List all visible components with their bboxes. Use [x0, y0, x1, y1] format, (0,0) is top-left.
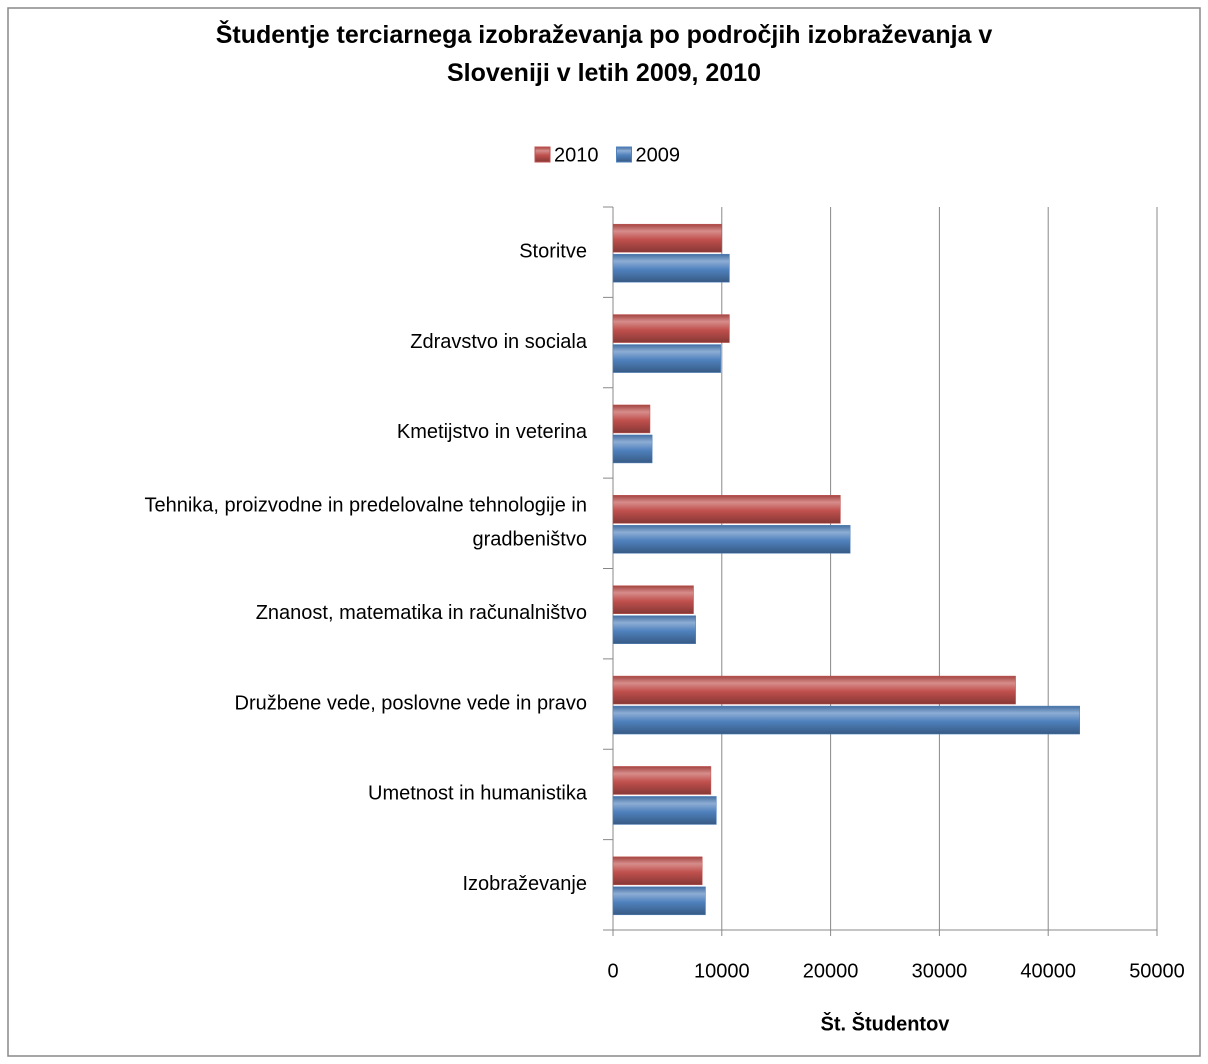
x-tick-label: 0: [607, 960, 618, 982]
chart-title: Študentje terciarnega izobraževanja po p…: [216, 19, 993, 87]
bar: [612, 495, 841, 524]
x-axis-label: Št. Študentov: [821, 1011, 951, 1035]
y-tick-label: Zdravstvo in sociala: [410, 331, 588, 353]
bar: [612, 253, 730, 283]
legend-label: 2009: [636, 144, 681, 166]
x-tick-label: 30000: [912, 960, 968, 982]
y-tick-label: Tehnika, proizvodne in predelovalne tehn…: [144, 495, 587, 551]
bar: [612, 223, 723, 253]
y-tick-label: Kmetijstvo in veterina: [397, 421, 588, 443]
bar: [612, 615, 696, 644]
bar: [612, 886, 706, 916]
bar: [612, 344, 721, 373]
x-tick-label: 20000: [803, 960, 859, 982]
legend-swatch: [534, 146, 551, 163]
bar: [612, 404, 651, 434]
bar: [612, 585, 694, 614]
y-tick-label: Storitve: [519, 240, 587, 262]
legend-swatch: [616, 146, 632, 163]
bar: [612, 856, 703, 886]
bar: [612, 434, 653, 464]
y-tick-label: Družbene vede, poslovne vede in pravo: [235, 692, 587, 714]
bar: [612, 705, 1081, 735]
bar: [612, 314, 730, 343]
x-tick-label: 40000: [1020, 960, 1076, 982]
y-tick-label: Izobraževanje: [462, 873, 587, 895]
bar: [612, 525, 851, 554]
bar: [612, 766, 712, 795]
chart-frame: [7, 7, 1201, 1057]
x-tick-label: 10000: [694, 960, 750, 982]
y-tick-label: Znanost, matematika in računalništvo: [256, 602, 587, 624]
y-tick-label: Umetnost in humanistika: [368, 783, 588, 805]
legend-label: 2010: [554, 144, 599, 166]
x-tick-label: 50000: [1129, 960, 1185, 982]
bar: [612, 675, 1016, 705]
bar: [612, 796, 717, 825]
